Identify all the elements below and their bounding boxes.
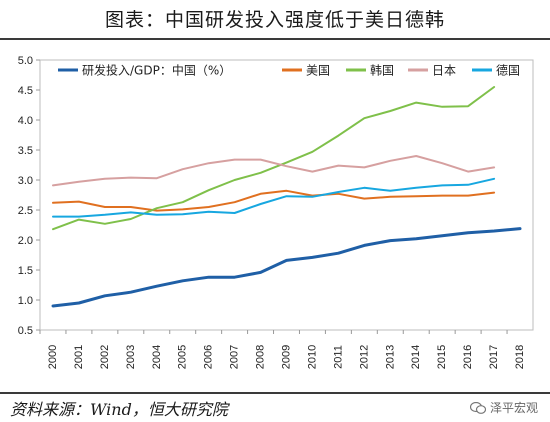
- x-tick-label: 2015: [436, 345, 448, 369]
- x-tick-label: 2004: [151, 345, 163, 369]
- x-tick-label: 2000: [47, 345, 59, 369]
- x-tick-label: 2003: [125, 345, 137, 369]
- x-tick-label: 2018: [514, 345, 526, 369]
- watermark-text: 泽平宏观: [489, 401, 538, 415]
- line-chart: 0.5 1.0 1.5 2.0 2.5 3.0 3.5 4.0 4.5 5.0 2000 2001 20…: [18, 55, 534, 369]
- wechat-icon: [469, 401, 486, 414]
- x-tick-label: 2012: [358, 345, 370, 369]
- chart-title: 图表：中国研发投入强度低于美日德韩: [104, 8, 445, 31]
- x-tick-label: 2002: [99, 345, 111, 369]
- x-tick-label: 2014: [410, 345, 422, 369]
- x-tick-label: 2009: [281, 345, 293, 369]
- x-tick-label: 2008: [255, 345, 267, 369]
- y-tick-label: 1.0: [18, 295, 33, 307]
- title-divider: [0, 38, 550, 40]
- legend-label: 研发投入/GDP：中国（%）: [82, 63, 231, 78]
- watermark: 泽平宏观: [469, 399, 538, 416]
- x-tick-label: 2007: [229, 345, 241, 369]
- legend-label: 日本: [432, 64, 456, 78]
- x-tick-label: 2005: [177, 345, 189, 369]
- y-tick-label: 3.0: [18, 175, 33, 187]
- series-line: [52, 86, 496, 231]
- legend-label: 德国: [496, 63, 520, 78]
- source-note: 资料来源：Wind，恒大研究院: [10, 400, 228, 419]
- x-tick-label: 2016: [462, 345, 474, 369]
- series-line: [51, 227, 522, 308]
- y-tick-label: 1.5: [18, 265, 33, 277]
- plot-frame: [39, 59, 534, 331]
- y-tick-label: 4.0: [18, 115, 33, 127]
- y-tick-label: 5.0: [18, 55, 33, 67]
- legend-label: 韩国: [370, 63, 394, 78]
- chart-title-bar: 图表：中国研发投入强度低于美日德韩: [0, 0, 550, 36]
- y-tick-label: 4.5: [18, 85, 33, 97]
- series-line: [52, 155, 496, 187]
- y-tick-label: 2.0: [18, 235, 33, 247]
- y-tick-label: 2.5: [18, 205, 33, 217]
- x-tick-label: 2017: [488, 345, 500, 369]
- legend-label: 美国: [306, 64, 330, 78]
- y-tick-label: 3.5: [18, 145, 33, 157]
- y-tick-label: 0.5: [18, 325, 33, 337]
- footer-divider: [0, 392, 550, 394]
- x-tick-label: 2010: [306, 345, 318, 369]
- x-tick-label: 2001: [73, 345, 85, 369]
- x-tick-label: 2006: [203, 345, 215, 369]
- x-tick-label: 2013: [384, 345, 396, 369]
- series-line: [52, 189, 496, 212]
- x-tick-label: 2011: [332, 345, 344, 369]
- series-line: [52, 177, 496, 218]
